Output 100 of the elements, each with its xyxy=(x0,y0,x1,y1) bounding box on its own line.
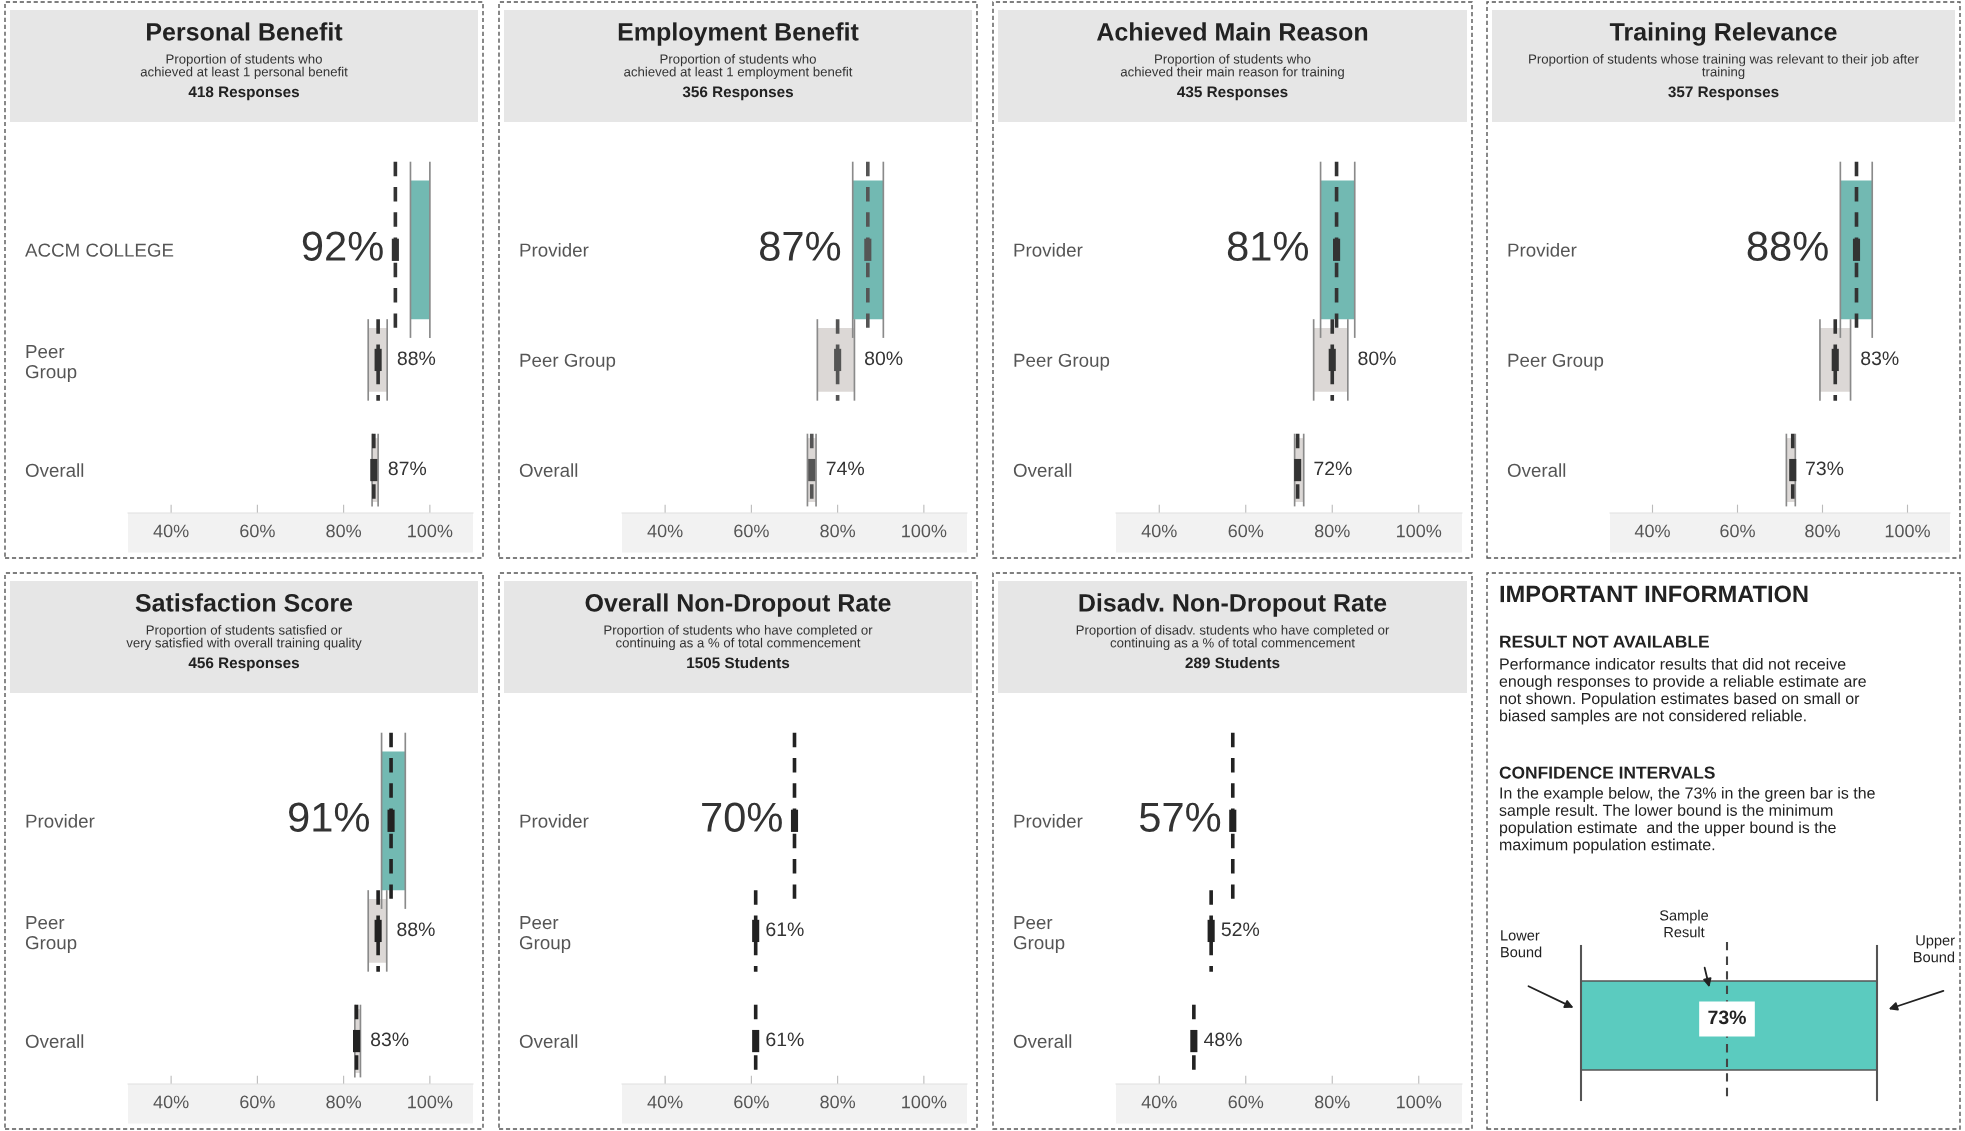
y-tick-label: Peer Group xyxy=(25,345,77,383)
x-tick-label: 80% xyxy=(1314,1095,1350,1109)
x-tick-label: 80% xyxy=(326,524,362,538)
data-label: 73% xyxy=(1806,461,1844,476)
text: 456 Responses xyxy=(188,657,299,672)
chart-title: Satisfaction Score xyxy=(135,593,353,612)
text: 435 Responses xyxy=(1177,86,1288,101)
chart-subtitle: Proportion of students satisfied or very satisfied with overall training quality xyxy=(126,625,362,651)
x-tick-label: 60% xyxy=(1720,524,1755,538)
x-tick-label: 100% xyxy=(1397,1095,1442,1109)
x-tick-label: 80% xyxy=(1805,524,1840,538)
y-tick-label: Overall xyxy=(25,1034,84,1049)
x-tick-label: 100% xyxy=(408,1095,453,1109)
text: Performance indicator results that did not receive enough responses to provide a reliable estimate are not shown. Population estimates based on small or biased samples are not considered reliable. xyxy=(1499,658,1866,725)
y-tick-label: Overall xyxy=(1507,463,1566,478)
x-tick-label: 80% xyxy=(820,1095,856,1109)
data-label: 83% xyxy=(371,1032,409,1047)
x-tick-label: 100% xyxy=(902,524,947,538)
y-tick-label: Overall xyxy=(1013,1034,1072,1049)
data-label: 92% xyxy=(302,231,383,261)
data-label: 83% xyxy=(1861,351,1899,366)
data-label: 72% xyxy=(1314,461,1352,476)
x-tick-label: 40% xyxy=(647,524,683,538)
text: Upper Bound xyxy=(1914,935,1955,963)
data-label: 80% xyxy=(1358,351,1396,366)
text: 418 Responses xyxy=(188,86,299,101)
text: 73% xyxy=(1708,1010,1746,1025)
x-tick-label: 40% xyxy=(647,1095,683,1109)
x-tick-label: 40% xyxy=(1634,524,1670,538)
chart-title: Disadv. Non-Dropout Rate xyxy=(1079,593,1387,617)
y-tick-label: Peer Group xyxy=(1508,353,1604,371)
y-tick-label: Provider xyxy=(1014,814,1083,828)
x-tick-label: 60% xyxy=(734,1095,769,1109)
data-label: 88% xyxy=(1747,231,1828,261)
x-tick-label: 40% xyxy=(153,524,189,538)
x-tick-label: 60% xyxy=(1228,524,1264,538)
data-label: 88% xyxy=(397,922,435,937)
y-tick-label: Peer Group xyxy=(519,916,571,954)
text: Lower Bound xyxy=(1501,930,1542,958)
chart-subtitle: Proportion of students who have completed or continuing as a % of total commencement xyxy=(604,625,873,651)
x-tick-label: 80% xyxy=(1314,524,1350,538)
chart-subtitle: Proportion of students who achieved their main reason for training xyxy=(1120,54,1344,80)
data-label: 91% xyxy=(289,802,369,832)
y-tick-label: Peer Group xyxy=(1014,353,1110,371)
chart-title: Employment Benefit xyxy=(618,22,859,46)
text: CONFIDENCE INTERVALS xyxy=(1499,766,1715,779)
y-tick-label: Peer Group xyxy=(520,353,616,371)
y-tick-label: Overall xyxy=(25,463,84,478)
chart-title: Personal Benefit xyxy=(147,22,343,41)
data-label: 70% xyxy=(702,802,782,832)
chart-subtitle: Proportion of disadv. students who have completed or continuing as a % of total commencement xyxy=(1076,625,1390,651)
x-tick-label: 40% xyxy=(1141,1095,1177,1109)
x-tick-label: 40% xyxy=(1141,524,1177,538)
x-tick-label: 60% xyxy=(734,524,769,538)
text: 289 Students xyxy=(1185,657,1280,669)
y-tick-label: Provider xyxy=(1508,243,1577,257)
chart-title: Achieved Main Reason xyxy=(1096,22,1368,41)
data-label: 52% xyxy=(1221,922,1260,937)
data-label: 74% xyxy=(826,461,865,476)
text: In the example below, the 73% in the green bar is the sample result. The lower bound is the minimum population estimate and the upper bound is the maximum population estimate. xyxy=(1499,787,1875,854)
chart-subtitle: Proportion of students who achieved at least 1 employment benefit xyxy=(624,54,853,80)
x-tick-label: 60% xyxy=(240,1095,275,1109)
chart-title: Overall Non-Dropout Rate xyxy=(585,593,891,617)
x-tick-label: 100% xyxy=(408,524,453,538)
x-tick-label: 80% xyxy=(326,1095,362,1109)
x-tick-label: 100% xyxy=(902,1095,947,1109)
data-label: 81% xyxy=(1227,231,1308,261)
x-tick-label: 100% xyxy=(1397,524,1442,538)
text: IMPORTANT INFORMATION xyxy=(1500,585,1808,603)
y-tick-label: Overall xyxy=(1013,463,1072,478)
text: Sample Result xyxy=(1659,909,1709,938)
y-tick-label: Peer Group xyxy=(25,916,77,954)
y-tick-label: Overall xyxy=(519,463,578,478)
y-tick-label: Provider xyxy=(520,243,589,257)
x-tick-label: 60% xyxy=(1228,1095,1264,1109)
y-tick-label: Provider xyxy=(1014,243,1083,257)
y-tick-label: Provider xyxy=(520,814,589,828)
text: 1505 Students xyxy=(687,657,790,669)
data-label: 88% xyxy=(397,351,436,366)
y-tick-label: Overall xyxy=(519,1034,578,1049)
x-tick-label: 40% xyxy=(153,1095,189,1109)
text: 356 Responses xyxy=(682,86,793,101)
x-tick-label: 100% xyxy=(1885,524,1930,538)
data-label: 48% xyxy=(1204,1032,1242,1047)
chart-subtitle: Proportion of students who achieved at least 1 personal benefit xyxy=(140,54,348,80)
y-tick-label: Provider xyxy=(26,814,95,828)
text: 357 Responses xyxy=(1668,86,1779,101)
data-label: 80% xyxy=(865,351,903,366)
data-label: 61% xyxy=(766,1032,804,1047)
chart-title: Training Relevance xyxy=(1609,22,1837,46)
chart-subtitle: Proportion of students whose training was relevant to their job after training xyxy=(1529,54,1919,80)
y-tick-label: ACCM COLLEGE xyxy=(25,243,174,257)
x-tick-label: 80% xyxy=(820,524,856,538)
data-label: 57% xyxy=(1139,802,1221,832)
y-tick-label: Peer Group xyxy=(1013,916,1065,954)
data-label: 87% xyxy=(388,461,427,476)
x-tick-label: 60% xyxy=(240,524,275,538)
data-label: 61% xyxy=(766,922,804,937)
data-label: 87% xyxy=(760,231,841,261)
text: RESULT NOT AVAILABLE xyxy=(1500,635,1709,648)
